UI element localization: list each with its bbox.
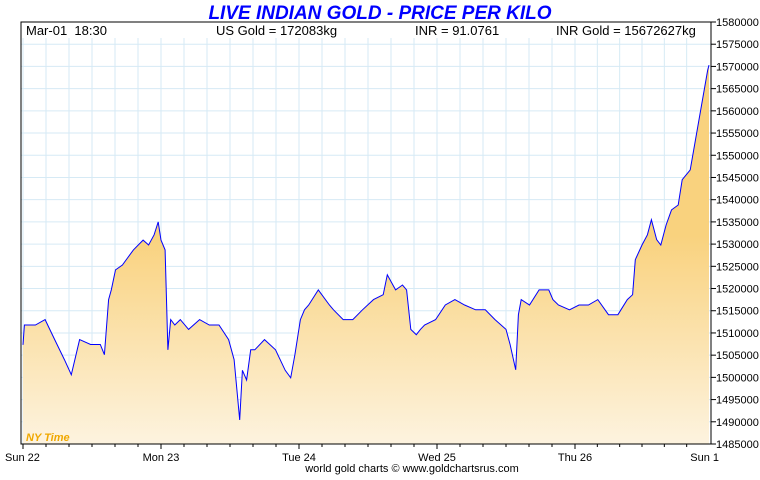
y-tick-label: 1515000 [716, 306, 759, 318]
y-tick-label: 1500000 [716, 372, 759, 384]
y-tick-label: 1560000 [716, 106, 759, 118]
info-datetime: Mar-01 18:30 [26, 23, 107, 38]
price-area-fill [23, 65, 709, 444]
timezone-label: NY Time [26, 432, 70, 444]
info-inr-gold: INR Gold = 15672627kg [556, 23, 696, 38]
y-tick-label: 1575000 [716, 39, 759, 51]
x-tick-label: Mon 23 [143, 452, 180, 464]
y-tick-label: 1525000 [716, 261, 759, 273]
x-tick-label: Wed 25 [418, 452, 456, 464]
y-tick-label: 1485000 [716, 439, 759, 451]
y-tick-label: 1540000 [716, 195, 759, 207]
y-tick-label: 1490000 [716, 417, 759, 429]
y-tick-label: 1550000 [716, 150, 759, 162]
y-tick-label: 1580000 [716, 17, 759, 29]
y-tick-label: 1570000 [716, 61, 759, 73]
price-line [22, 64, 710, 421]
x-tick-label: Tue 24 [282, 452, 316, 464]
y-tick-label: 1565000 [716, 84, 759, 96]
info-us-gold: US Gold = 172083kg [216, 23, 337, 38]
y-tick-label: 1510000 [716, 328, 759, 340]
info-bar [21, 22, 711, 38]
y-tick-label: 1520000 [716, 284, 759, 296]
info-inr: INR = 91.0761 [415, 23, 499, 38]
y-tick-label: 1495000 [716, 395, 759, 407]
y-tick-label: 1505000 [716, 350, 759, 362]
x-tick-label: Sun 1 [690, 452, 719, 464]
x-tick-label: Sun 22 [5, 452, 40, 464]
y-tick-label: 1545000 [716, 172, 759, 184]
y-tick-label: 1555000 [716, 128, 759, 140]
y-tick-label: 1535000 [716, 217, 759, 229]
y-axis: 1485000 1490000 1495000 1500000 1505000 15100… [711, 17, 759, 451]
footer-credit: world gold charts © www.goldchartsrus.co… [304, 463, 519, 475]
x-tick-label: Thu 26 [558, 452, 592, 464]
plot-frame [20, 21, 712, 445]
y-tick-label: 1530000 [716, 239, 759, 251]
x-axis: Sun 22 Mon 23 Tue 24 Wed 25 Thu 26 Sun 1 [5, 444, 719, 464]
chart-title: LIVE INDIAN GOLD - PRICE PER KILO [208, 3, 551, 24]
